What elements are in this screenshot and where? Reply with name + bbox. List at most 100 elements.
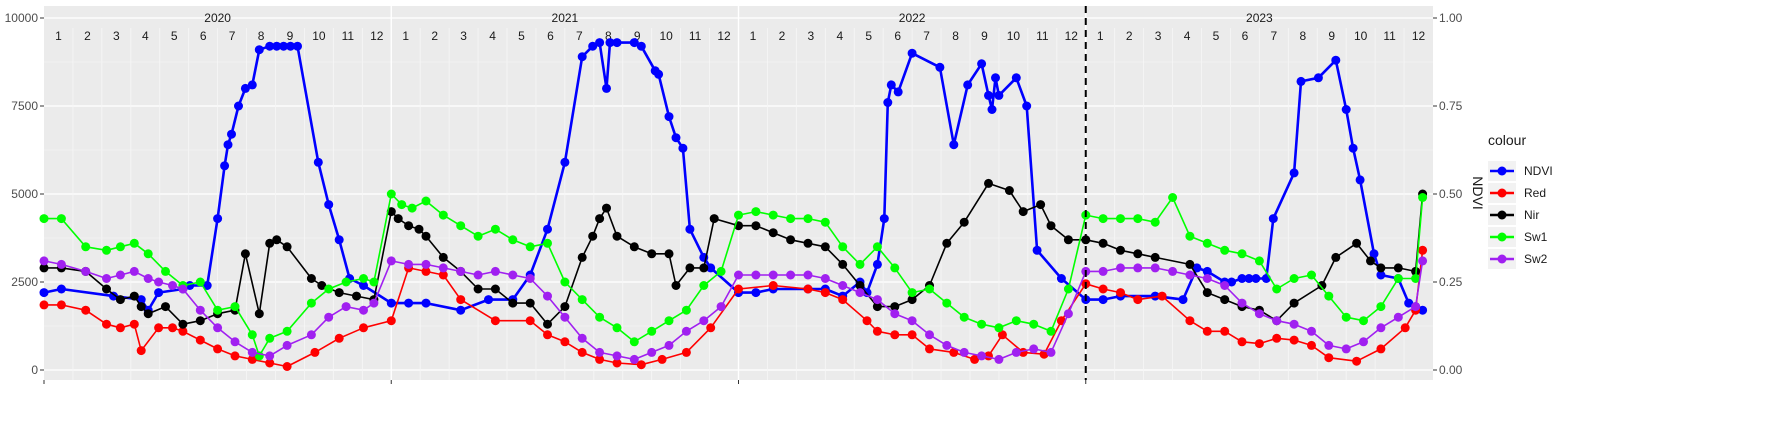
- data-point-nir: [143, 309, 153, 319]
- data-point-ndvi: [605, 38, 615, 48]
- legend-key-point: [1497, 232, 1507, 242]
- data-point-ndvi: [279, 41, 289, 51]
- data-point-red: [1133, 295, 1143, 305]
- data-point-sw1: [994, 323, 1004, 333]
- data-point-ndvi: [907, 48, 917, 58]
- data-point-nir: [612, 231, 622, 241]
- data-point-sw1: [39, 214, 49, 224]
- data-point-sw1: [1307, 270, 1316, 280]
- data-point-sw1: [1359, 316, 1368, 326]
- y-tick-label-left: 5000: [11, 187, 38, 201]
- data-point-ndvi: [1202, 266, 1212, 276]
- data-point-sw1: [213, 305, 223, 315]
- data-point-sw2: [1359, 337, 1368, 347]
- data-point-sw1: [1063, 284, 1073, 294]
- series-sw1: [39, 189, 1428, 361]
- data-point-sw1: [1202, 238, 1212, 248]
- data-point-sw2: [768, 270, 778, 280]
- legend-key-point: [1497, 254, 1507, 264]
- y-axis-title-right: NDVI: [1470, 176, 1486, 209]
- legend-entry-sw1: Sw1: [1488, 227, 1548, 247]
- month-label: 12: [1065, 29, 1079, 43]
- data-point-nir: [525, 298, 535, 308]
- data-point-nir: [421, 231, 431, 241]
- data-point-nir: [1063, 235, 1073, 245]
- data-point-sw2: [1376, 323, 1386, 333]
- data-point-red: [734, 284, 743, 294]
- data-point-sw2: [1254, 309, 1264, 319]
- data-point-sw1: [1220, 245, 1230, 255]
- data-point-sw1: [1150, 217, 1160, 227]
- data-point-ndvi: [240, 83, 250, 93]
- data-point-sw1: [359, 274, 368, 283]
- month-label: 4: [1184, 29, 1191, 43]
- data-point-sw2: [369, 298, 379, 308]
- data-point-sw2: [247, 347, 257, 357]
- y-tick-label-right: 0.75: [1439, 99, 1463, 113]
- data-point-nir: [1393, 263, 1403, 273]
- data-point-sw2: [168, 281, 177, 290]
- month-label: 1: [750, 29, 757, 43]
- data-point-ndvi: [685, 224, 695, 234]
- data-point-nir: [129, 291, 139, 301]
- data-point-red: [543, 330, 552, 340]
- data-point-ndvi: [484, 295, 493, 305]
- data-point-nir: [1046, 221, 1056, 231]
- month-label: 5: [171, 29, 178, 43]
- data-point-sw1: [247, 330, 257, 340]
- data-point-red: [1185, 316, 1195, 326]
- data-point-sw2: [942, 340, 952, 350]
- data-point-sw1: [786, 214, 796, 224]
- data-point-sw2: [734, 270, 743, 280]
- data-point-nir: [1331, 252, 1341, 262]
- data-point-red: [890, 330, 900, 340]
- data-point-nir: [685, 263, 695, 273]
- data-point-ndvi: [247, 80, 257, 90]
- data-point-red: [39, 300, 49, 310]
- data-point-red: [657, 354, 667, 364]
- data-point-nir: [629, 242, 639, 252]
- data-point-ndvi: [935, 62, 945, 72]
- month-label: 5: [865, 29, 872, 43]
- data-point-sw1: [490, 224, 500, 234]
- data-point-sw2: [1063, 309, 1073, 319]
- data-point-ndvi: [1355, 175, 1365, 185]
- data-point-nir: [438, 252, 448, 262]
- data-point-sw2: [1220, 281, 1230, 290]
- year-label: 2022: [899, 11, 926, 25]
- month-label: 1: [1097, 29, 1104, 43]
- month-label: 6: [200, 29, 207, 43]
- data-point-red: [1400, 323, 1410, 333]
- data-point-sw1: [1376, 302, 1386, 312]
- data-point-red: [925, 344, 934, 354]
- data-point-sw2: [56, 259, 66, 269]
- data-point-red: [213, 344, 223, 354]
- data-point-red: [1324, 353, 1334, 363]
- data-point-nir: [588, 231, 598, 241]
- data-point-ndvi: [313, 157, 323, 167]
- data-point-red: [838, 295, 848, 305]
- data-point-ndvi: [421, 298, 431, 308]
- data-point-sw1: [977, 319, 987, 329]
- data-point-sw1: [1011, 316, 1021, 326]
- data-point-ndvi: [1404, 298, 1414, 308]
- month-label: 4: [489, 29, 496, 43]
- month-label: 8: [605, 29, 612, 43]
- year-label: 2020: [204, 11, 231, 25]
- data-point-ndvi: [994, 90, 1004, 100]
- month-label: 12: [717, 29, 731, 43]
- data-point-sw1: [560, 277, 570, 287]
- data-point-nir: [265, 238, 275, 248]
- year-label: 2023: [1246, 11, 1273, 25]
- data-point-nir: [282, 242, 292, 252]
- data-point-ndvi: [1296, 76, 1306, 86]
- data-point-nir: [1036, 200, 1046, 210]
- data-point-ndvi: [543, 224, 552, 234]
- data-point-ndvi: [886, 80, 896, 90]
- data-point-sw2: [1185, 270, 1195, 280]
- data-point-sw1: [407, 203, 417, 213]
- data-point-sw1: [855, 259, 865, 269]
- data-point-red: [282, 362, 292, 371]
- data-point-ndvi: [39, 288, 49, 298]
- data-point-sw2: [612, 351, 622, 361]
